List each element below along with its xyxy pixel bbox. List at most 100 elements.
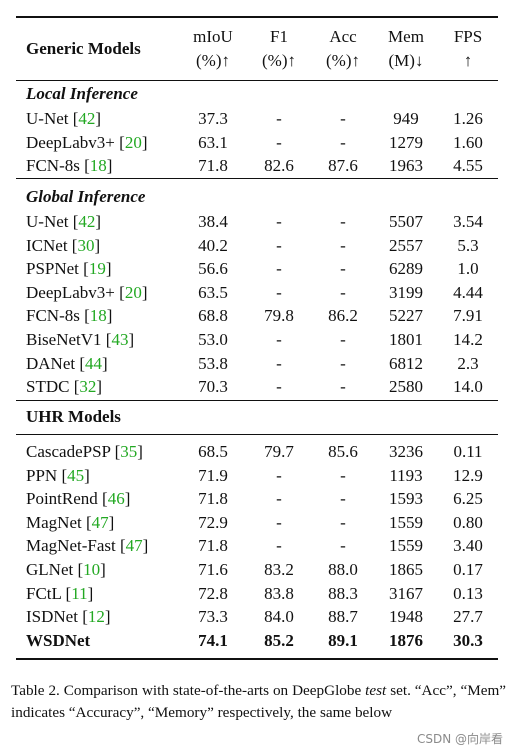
table-row: MagNet [47] 72.9 - - 1559 0.80 [0,511,515,534]
citation-link[interactable]: 18 [89,156,107,176]
table-row: STDC [32] 70.3 - - 2580 14.0 [0,375,515,398]
citation-link[interactable]: 30 [77,235,95,255]
citation-link[interactable]: 11 [71,583,88,603]
citation-link[interactable]: 18 [89,306,107,326]
cell-miou: 68.5 [198,442,228,461]
cell-acc: - [340,536,346,556]
cell-mem: 1865 [389,560,423,579]
cell-mem: 5227 [389,306,423,326]
header-line2: ↑ [463,51,473,70]
cell-f1: - [276,132,282,152]
cell-fps: 4.55 [453,156,483,176]
cell-f1: - [276,282,282,302]
section-rule [16,434,498,435]
model-name: ISDNet [12] [26,607,111,627]
caption-suffix: set. “Acc”, “Mem” indicates “Accuracy”, … [11,682,507,721]
header-line2: (%)↑ [262,51,296,70]
citation-link[interactable]: 32 [79,377,97,397]
cell-mem: 3167 [389,583,423,603]
cell-acc: - [340,512,346,532]
citation-link[interactable]: 44 [85,353,103,373]
cell-f1: - [276,330,282,349]
header-rule [16,80,498,81]
watermark: CSDN @向岸看 [416,732,503,746]
model-name: STDC [32] [26,377,103,397]
citation-link[interactable]: 12 [87,607,105,627]
citation-link[interactable]: 43 [111,330,129,349]
cell-mem: 1559 [389,512,423,532]
cell-acc: - [340,377,346,397]
citation-link[interactable]: 47 [125,536,143,556]
model-name: PPN [45] [26,465,90,485]
header-col-4: Mem (M)↓ [381,25,431,73]
citation-link[interactable]: 35 [120,442,138,461]
cell-mem: 3199 [389,282,423,302]
cell-acc: 85.6 [328,442,358,461]
table-row: CascadePSP [35] 68.5 79.7 85.6 3236 0.11 [0,440,515,463]
header-col-3: Acc (%)↑ [318,25,368,73]
cell-acc: - [340,465,346,485]
cell-acc: 88.0 [328,560,358,579]
citation-link[interactable]: 46 [107,489,125,509]
table-row: BiseNetV1 [43] 53.0 - - 1801 14.2 [0,328,515,351]
cell-fps: 30.3 [453,630,483,650]
cell-acc: - [340,132,346,152]
citation-link[interactable]: 20 [124,282,142,302]
cell-fps: 0.13 [453,583,483,603]
citation-link[interactable]: 42 [78,109,96,128]
table-row: U-Net [42] 37.3 - - 949 1.26 [0,107,515,130]
model-name: GLNet [10] [26,560,106,579]
citation-link[interactable]: 20 [124,132,142,152]
cell-fps: 0.17 [453,560,483,579]
cell-miou: 71.8 [198,489,228,509]
cell-mem: 1948 [389,607,423,627]
model-name: PointRend [46] [26,489,131,509]
header-line2: (M)↓ [388,51,424,70]
cell-fps: 4.44 [453,282,483,302]
model-name: MagNet [47] [26,512,115,532]
cell-f1: - [276,109,282,128]
cell-fps: 14.2 [453,330,483,349]
cell-fps: 1.26 [453,109,483,128]
section-rule [16,658,498,660]
citation-link[interactable]: 10 [83,560,101,579]
cell-f1: - [276,353,282,373]
cell-f1: 79.8 [264,306,294,326]
cell-fps: 27.7 [453,607,483,627]
model-name: MagNet-Fast [47] [26,536,149,556]
header-line2: (%)↑ [196,51,230,70]
cell-fps: 1.0 [457,259,479,279]
cell-f1: - [276,377,282,397]
cell-fps: 12.9 [453,465,483,485]
cell-fps: 5.3 [457,235,479,255]
cell-fps: 3.40 [453,536,483,556]
cell-f1: - [276,489,282,509]
model-name: DANet [44] [26,353,108,373]
cell-miou: 40.2 [198,235,228,255]
cell-mem: 6289 [389,259,423,279]
cell-acc: 88.3 [328,583,358,603]
cell-miou: 63.1 [198,132,228,152]
model-name: FCN-8s [18] [26,306,113,326]
cell-fps: 1.60 [453,132,483,152]
cell-miou: 71.8 [198,536,228,556]
cell-acc: 89.1 [328,630,358,650]
cell-miou: 38.4 [198,212,228,231]
cell-f1: 83.8 [264,583,294,603]
cell-mem: 2580 [389,377,423,397]
table-row: FCtL [11] 72.8 83.8 88.3 3167 0.13 [0,582,515,605]
citation-link[interactable]: 19 [88,259,106,279]
citation-link[interactable]: 47 [91,512,109,532]
cell-f1: 82.6 [264,156,294,176]
citation-link[interactable]: 42 [78,212,96,231]
cell-f1: 83.2 [264,560,294,579]
section-rule [16,178,498,179]
citation-link[interactable]: 45 [67,465,85,485]
cell-miou: 72.9 [198,512,228,532]
cell-f1: 85.2 [264,630,294,650]
cell-miou: 56.6 [198,259,228,279]
cell-miou: 72.8 [198,583,228,603]
table-row: FCN-8s [18] 71.8 82.6 87.6 1963 4.55 [0,154,515,177]
cell-miou: 73.3 [198,607,228,627]
cell-f1: 79.7 [264,442,294,461]
